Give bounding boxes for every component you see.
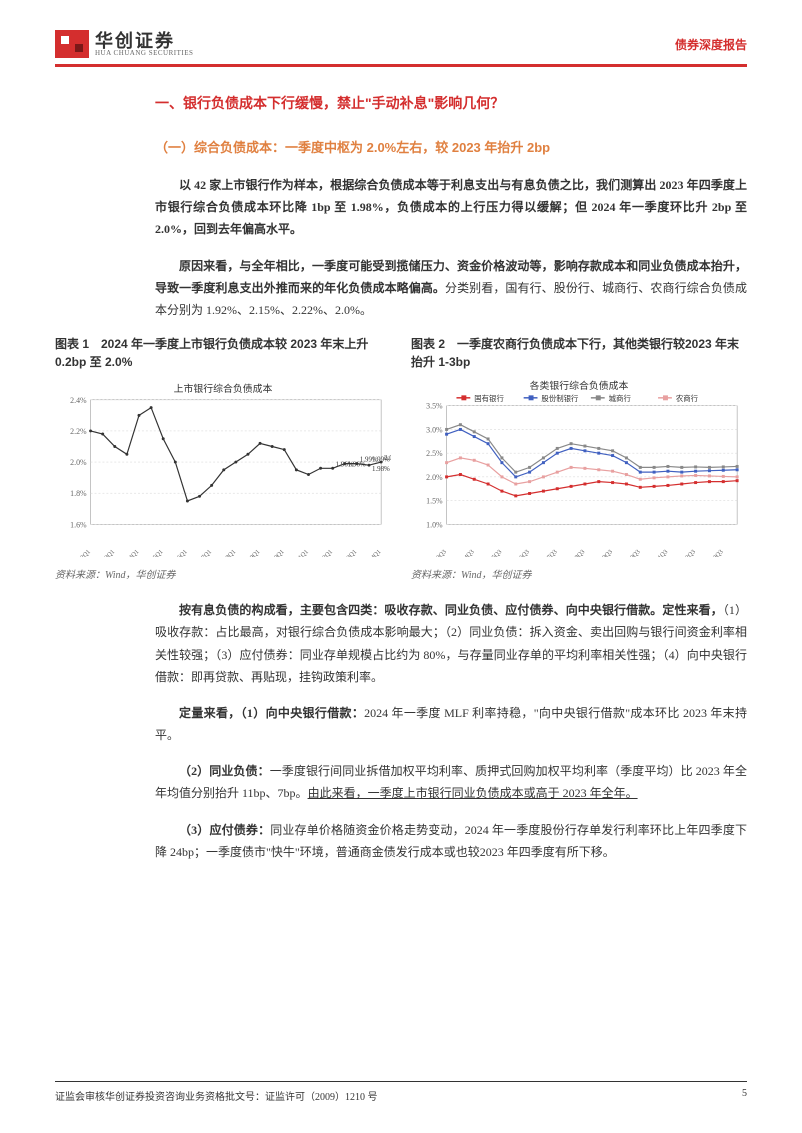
para5-bold: （2）同业负债： (179, 764, 270, 778)
svg-text:3.0%: 3.0% (426, 426, 443, 435)
svg-text:1.0%: 1.0% (426, 520, 443, 529)
chart2-title: 图表 2 一季度农商行负债成本下行，其他类银行较2023 年末抬升 1-3bp (411, 335, 747, 371)
chart2-svg: 各类银行综合负债成本国有银行 股份制银行 城商行 农商行 1.0% 1.5% 2.0% 2.5… (411, 377, 747, 557)
svg-text:2015Q1: 2015Q1 (145, 549, 165, 558)
svg-text:1.98%: 1.98% (372, 466, 390, 473)
logo-text-block: 华创证券 HUA CHUANG SECURITIES (95, 32, 193, 57)
section-title: 一、银行负债成本下行缓慢，禁止"手动补息"影响几何？ (155, 93, 747, 113)
paragraph-4: 定量来看，（1）向中央银行借款：2024 年一季度 MLF 利率持稳，"向中央银… (155, 702, 747, 746)
page-content: 华创证券 HUA CHUANG SECURITIES 债券深度报告 一、银行负债… (0, 0, 802, 927)
chart2-source: 资料来源：Wind，华创证券 (411, 566, 747, 581)
svg-text:2017Q3: 2017Q3 (539, 549, 559, 558)
svg-text:2012Q1: 2012Q1 (72, 549, 92, 558)
svg-text:2024Q1: 2024Q1 (363, 549, 383, 558)
svg-text:2019Q3: 2019Q3 (594, 549, 614, 558)
svg-text:2.0%: 2.0% (426, 473, 443, 482)
logo-en: HUA CHUANG SECURITIES (95, 50, 193, 57)
svg-text:2018Q3: 2018Q3 (567, 549, 587, 558)
svg-text:2019Q1: 2019Q1 (242, 549, 262, 558)
page-footer: 证监会审核华创证券投资咨询业务资格批文号：证监许可（2009）1210 号 5 (55, 1081, 747, 1103)
svg-text:城商行: 城商行 (609, 393, 632, 403)
paragraph-1: 以 42 家上市银行作为样本，根据综合负债成本等于利息支出与有息负债之比，我们测… (155, 174, 747, 241)
para6-bold: （3）应付债券： (179, 823, 270, 837)
svg-text:2023Q3: 2023Q3 (705, 549, 725, 558)
svg-text:1.5%: 1.5% (426, 497, 443, 506)
chart1-svg: 上市银行综合负债成本 1.6% 1.8% 2.0% 2.2% 2.4% 2012Q1 2013… (55, 377, 391, 557)
svg-text:2021Q1: 2021Q1 (290, 549, 310, 558)
svg-text:2.00%: 2.00% (384, 455, 391, 462)
charts-row: 图表 1 2024 年一季度上市银行负债成本较 2023 年末上升 0.2bp … (55, 335, 747, 581)
para3-bold: 按有息负债的构成看，主要包含四类：吸收存款、同业负债、应付债券、向中央银行借款。… (179, 603, 723, 617)
company-logo: 华创证券 HUA CHUANG SECURITIES (55, 30, 193, 58)
footer-left: 证监会审核华创证券投资咨询业务资格批文号：证监许可（2009）1210 号 (55, 1088, 378, 1103)
paragraph-3: 按有息负债的构成看，主要包含四类：吸收存款、同业负债、应付债券、向中央银行借款。… (155, 599, 747, 688)
logo-cn: 华创证券 (95, 32, 193, 50)
chart1-source: 资料来源：Wind，华创证券 (55, 566, 391, 581)
svg-text:3.5%: 3.5% (426, 402, 443, 411)
svg-text:2017Q1: 2017Q1 (193, 549, 213, 558)
paragraph-2: 原因来看，与全年相比，一季度可能受到揽储压力、资金价格波动等，影响存款成本和同业… (155, 255, 747, 322)
svg-text:2023Q1: 2023Q1 (339, 549, 359, 558)
svg-text:2020Q1: 2020Q1 (266, 549, 286, 558)
svg-text:2.4%: 2.4% (70, 396, 87, 405)
svg-text:农商行: 农商行 (676, 393, 699, 403)
svg-text:2.5%: 2.5% (426, 449, 443, 458)
para4-bold: 定量来看，（1）向中央银行借款： (179, 706, 364, 720)
svg-text:1.6%: 1.6% (70, 520, 87, 529)
svg-text:2021Q3: 2021Q3 (650, 549, 670, 558)
svg-text:2013Q1: 2013Q1 (97, 549, 117, 558)
svg-text:1.8%: 1.8% (70, 489, 87, 498)
svg-text:2.0%: 2.0% (70, 458, 87, 467)
svg-text:2014Q3: 2014Q3 (456, 549, 476, 558)
logo-icon (55, 30, 89, 58)
svg-text:2022Q1: 2022Q1 (315, 549, 335, 558)
svg-text:2016Q3: 2016Q3 (511, 549, 531, 558)
footer-page-number: 5 (742, 1088, 747, 1103)
chart2-block: 图表 2 一季度农商行负债成本下行，其他类银行较2023 年末抬升 1-3bp … (411, 335, 747, 581)
svg-text:股份制银行: 股份制银行 (541, 393, 579, 403)
svg-text:2016Q1: 2016Q1 (169, 549, 189, 558)
chart1-block: 图表 1 2024 年一季度上市银行负债成本较 2023 年末上升 0.2bp … (55, 335, 391, 581)
page-header: 华创证券 HUA CHUANG SECURITIES 债券深度报告 (55, 30, 747, 67)
svg-text:2020Q3: 2020Q3 (622, 549, 642, 558)
svg-text:2.2%: 2.2% (70, 427, 87, 436)
chart1-title: 图表 1 2024 年一季度上市银行负债成本较 2023 年末上升 0.2bp … (55, 335, 391, 371)
header-report-type: 债券深度报告 (675, 36, 747, 53)
para5-underline: 由此来看，一季度上市银行同业负债成本或高于 2023 年全年。 (308, 786, 638, 800)
svg-text:2015Q3: 2015Q3 (484, 549, 504, 558)
subsection-title: （一）综合负债成本：一季度中枢为 2.0%左右，较 2023 年抬升 2bp (155, 137, 747, 156)
svg-text:2014Q1: 2014Q1 (121, 549, 141, 558)
paragraph-6: （3）应付债券：同业存单价格随资金价格走势变动，2024 年一季度股份行存单发行… (155, 819, 747, 863)
paragraph-5: （2）同业负债：一季度银行间同业拆借加权平均利率、质押式回购加权平均利率（季度平… (155, 760, 747, 804)
svg-text:2018Q1: 2018Q1 (218, 549, 238, 558)
svg-text:上市银行综合负债成本: 上市银行综合负债成本 (174, 382, 273, 395)
svg-text:2013Q3: 2013Q3 (428, 549, 448, 558)
svg-text:各类银行综合负债成本: 各类银行综合负债成本 (530, 379, 629, 392)
svg-text:2022Q3: 2022Q3 (677, 549, 697, 558)
svg-text:国有银行: 国有银行 (474, 393, 504, 403)
